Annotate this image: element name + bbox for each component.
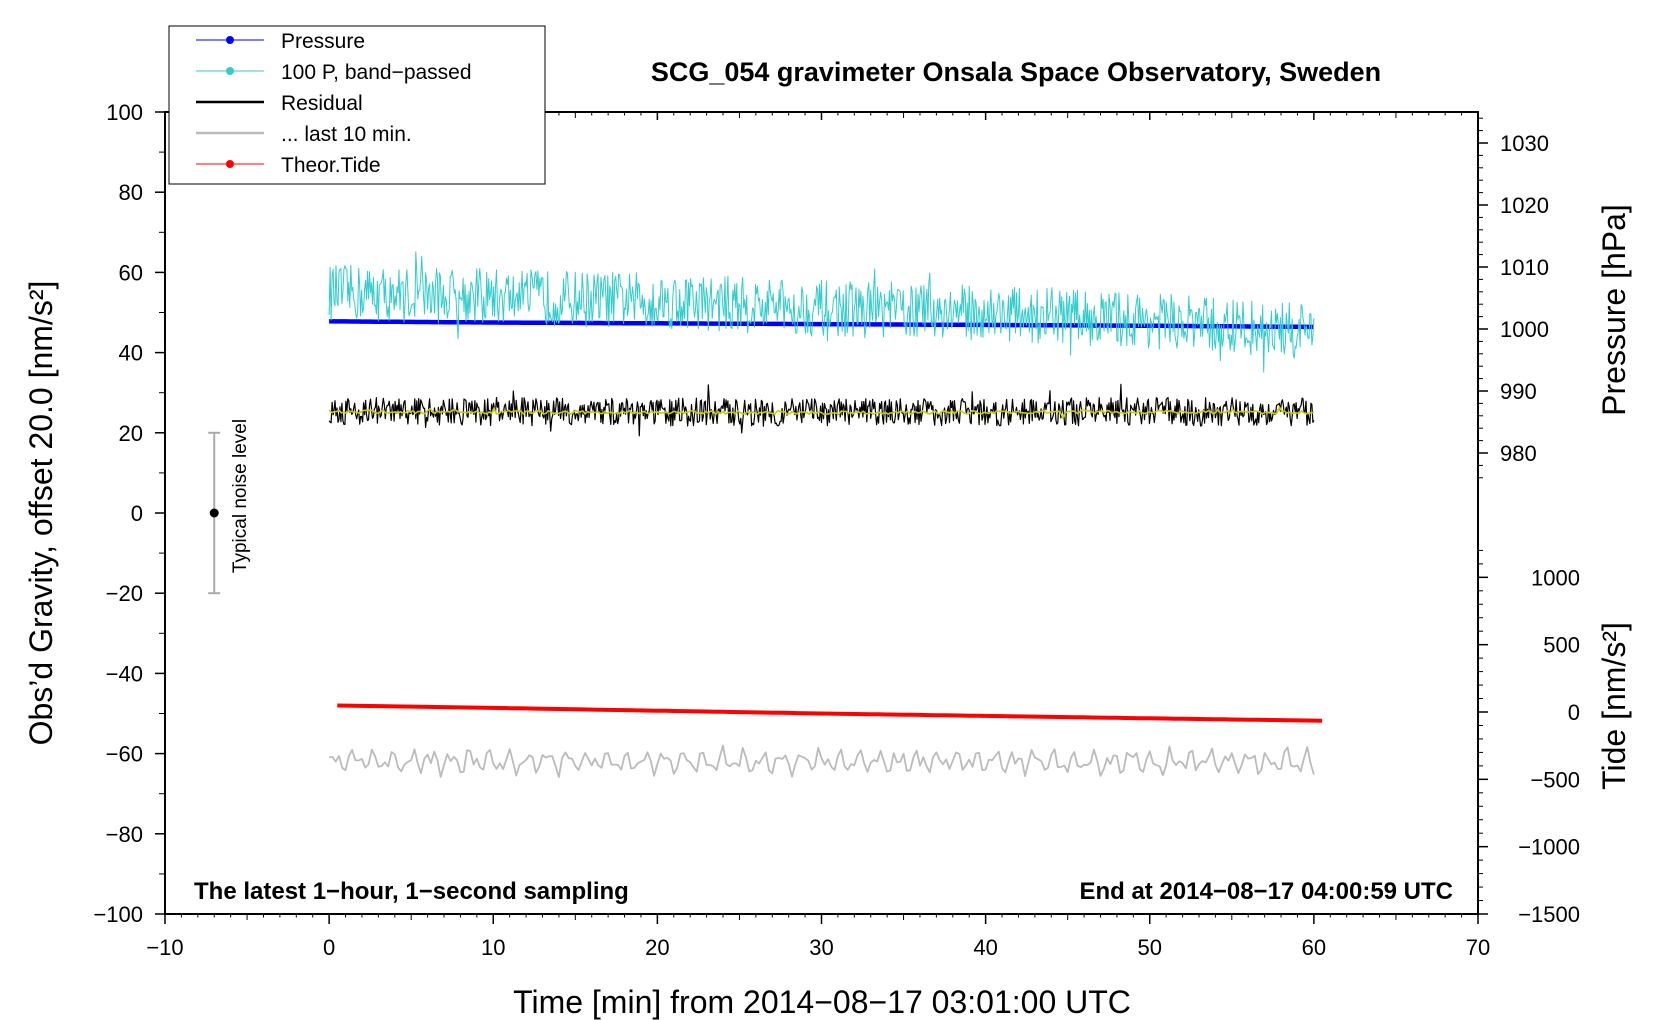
left-axis-ticks: −100 −80 −60 −40 −20 0 20 40 60 80 100: [93, 100, 165, 927]
y-tick-label--100: −100: [93, 902, 143, 927]
tide-tick-label-500: 500: [1543, 633, 1580, 658]
pressure-tick-label-1010: 1010: [1500, 255, 1549, 280]
left-axis-title: Obs’d Gravity, offset 20.0 [nm/s²]: [23, 281, 59, 746]
legend-label-1: 100 P, band−passed: [281, 61, 472, 84]
tide-tick-label-1000: 1000: [1531, 565, 1580, 590]
tide-axis-ticks: −1500 −1000 −500 0 500 1000: [1478, 549, 1580, 927]
series-4-line: [328, 744, 1315, 778]
pressure-tick-label-990: 990: [1500, 379, 1537, 404]
legend-label-4: Theor.Tide: [281, 154, 381, 177]
pressure-axis-ticks: 980 990 1000 1010 1020 1030: [1478, 117, 1549, 479]
y-tick-label-100: 100: [106, 100, 143, 125]
y-tick-label--20: −20: [106, 581, 143, 606]
y-tick-label-60: 60: [119, 260, 143, 285]
tide-tick-label--500: −500: [1530, 767, 1580, 792]
x-tick-label-20: 20: [645, 935, 669, 960]
x-tick-label-50: 50: [1138, 935, 1162, 960]
x-axis-title: Time [min] from 2014−08−17 03:01:00 UTC: [513, 984, 1131, 1020]
pressure-tick-label-1000: 1000: [1500, 317, 1549, 342]
y-tick-label-80: 80: [119, 180, 143, 205]
plot-frame: [164, 111, 1479, 915]
x-tick-label-0: 0: [323, 935, 335, 960]
legend-label-0: Pressure: [281, 30, 365, 53]
series-layer: [328, 251, 1323, 778]
annotation-sampling: The latest 1−hour, 1−second sampling: [194, 878, 629, 905]
y-tick-label--60: −60: [106, 742, 143, 767]
tide-tick-label--1500: −1500: [1518, 902, 1580, 927]
series-2-line: [328, 383, 1315, 437]
pressure-tick-label-980: 980: [1500, 441, 1537, 466]
x-tick-label-60: 60: [1302, 935, 1326, 960]
noise-level-indicator: Typical noise level: [208, 419, 251, 595]
pressure-axis-title: Pressure [hPa]: [1596, 204, 1632, 416]
series-5-line: [337, 703, 1323, 723]
x-tick-label-30: 30: [809, 935, 833, 960]
y-tick-label--40: −40: [106, 661, 143, 686]
noise-level-label: Typical noise level: [230, 419, 251, 573]
pressure-tick-label-1030: 1030: [1500, 131, 1549, 156]
x-tick-label-10: 10: [481, 935, 505, 960]
y-tick-label--80: −80: [106, 822, 143, 847]
legend-label-2: Residual: [281, 92, 363, 115]
noise-bar-center-dot: [209, 508, 219, 518]
x-axis-ticks: −10 0 10 20 30 40 50 60 70: [146, 112, 1490, 960]
tide-axis-title: Tide [nm/s²]: [1596, 622, 1632, 790]
x-tick-label-70: 70: [1466, 935, 1490, 960]
y-tick-label-40: 40: [119, 341, 143, 366]
pressure-tick-label-1020: 1020: [1500, 193, 1549, 218]
legend-marker-4: [226, 160, 234, 168]
series-0-line: [329, 319, 1314, 330]
chart-title: SCG_054 gravimeter Onsala Space Observat…: [651, 57, 1381, 87]
annotation-end-time: End at 2014−08−17 04:00:59 UTC: [1079, 878, 1453, 905]
legend-marker-0: [226, 36, 234, 44]
legend: Pressure 100 P, band−passed Residual ... la…: [168, 25, 546, 185]
x-tick-label-40: 40: [973, 935, 997, 960]
legend-box: [168, 25, 546, 185]
y-tick-label-0: 0: [131, 501, 143, 526]
series-3-line: [328, 406, 1315, 419]
tide-tick-label-0: 0: [1568, 700, 1580, 725]
legend-marker-1: [226, 67, 234, 75]
series-1-line: [328, 251, 1315, 373]
tide-tick-label--1000: −1000: [1518, 835, 1580, 860]
legend-label-3: ... last 10 min.: [281, 123, 412, 146]
x-tick-label--10: −10: [146, 935, 183, 960]
y-tick-label-20: 20: [119, 421, 143, 446]
